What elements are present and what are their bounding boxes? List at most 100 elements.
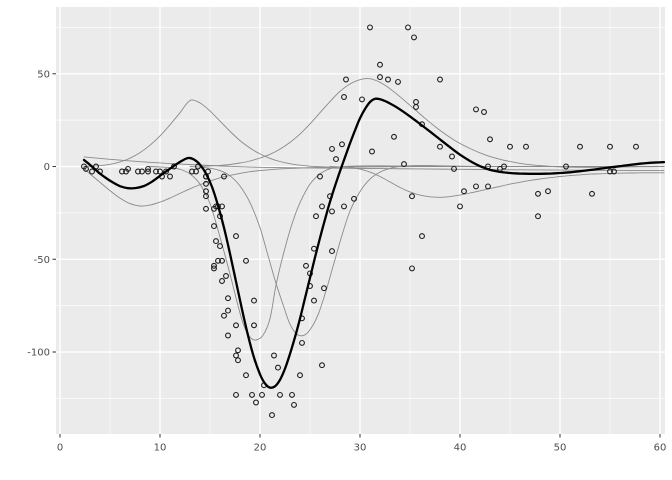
data-point (251, 297, 257, 304)
data-point (233, 233, 239, 240)
data-point (473, 183, 479, 190)
data-point (341, 203, 347, 210)
x-tick-label: 60 (654, 443, 667, 454)
data-point (189, 168, 195, 175)
axes: 0 10 20 30 40 50 60 50 0 -50 -100 (27, 69, 666, 453)
data-point (449, 153, 455, 160)
data-point (535, 213, 541, 220)
data-point (367, 24, 373, 31)
data-point (233, 391, 239, 398)
data-point (157, 168, 163, 175)
data-point (633, 143, 639, 150)
data-point (125, 165, 131, 172)
data-point (409, 193, 415, 200)
x-tick-label: 0 (57, 443, 63, 454)
data-point (249, 391, 255, 398)
data-point (145, 168, 151, 175)
data-point (611, 168, 617, 175)
data-point (203, 180, 209, 187)
data-point (203, 205, 209, 212)
data-point (461, 188, 467, 195)
data-point (163, 168, 169, 175)
data-point (413, 104, 419, 110)
data-point (473, 106, 479, 113)
y-tick-label: -50 (34, 255, 50, 266)
y-tick-label: 0 (44, 162, 50, 173)
data-point (395, 78, 401, 85)
data-point (313, 213, 319, 220)
data-point (607, 143, 613, 150)
data-point (89, 168, 95, 175)
data-point (211, 265, 217, 272)
data-point (219, 203, 225, 210)
data-point (167, 173, 173, 180)
data-point (317, 173, 323, 180)
data-point (333, 156, 339, 163)
data-point (607, 168, 613, 175)
series-layer (81, 24, 666, 419)
data-point (377, 74, 383, 81)
data-point (321, 285, 327, 292)
data-point (303, 262, 309, 269)
data-point (451, 165, 457, 172)
data-point (153, 168, 159, 175)
data-point (329, 145, 335, 152)
data-point (233, 322, 239, 329)
data-point (391, 133, 397, 140)
data-point (225, 307, 231, 314)
data-point (225, 332, 231, 339)
data-point (437, 143, 443, 150)
x-tick-label: 50 (554, 443, 567, 454)
data-point (211, 262, 217, 269)
data-point (311, 297, 317, 304)
data-point (291, 401, 297, 408)
data-point (405, 24, 411, 31)
data-point (269, 412, 275, 419)
data-point (535, 190, 541, 197)
data-point (139, 168, 145, 175)
data-point (251, 322, 257, 329)
data-point (243, 257, 249, 264)
data-point (351, 195, 357, 202)
data-point (297, 372, 303, 379)
data-point (319, 203, 325, 210)
data-point (419, 233, 425, 240)
x-tick-label: 10 (154, 443, 167, 454)
smooth-fit (82, 97, 666, 389)
data-point (401, 161, 407, 168)
data-point (299, 339, 305, 346)
data-point (369, 148, 375, 155)
data-point (437, 76, 443, 83)
data-point (485, 183, 491, 190)
data-point (135, 168, 141, 175)
data-point (339, 141, 345, 148)
data-point (225, 295, 231, 302)
data-point (523, 143, 529, 150)
y-tick-label: -100 (27, 348, 50, 359)
data-point (577, 143, 583, 150)
data-point (589, 190, 595, 197)
scatter-points (81, 24, 639, 419)
data-point (219, 278, 225, 284)
data-point (235, 347, 241, 354)
data-point (377, 61, 383, 68)
data-point (235, 357, 241, 364)
data-point (385, 76, 391, 83)
data-point (193, 168, 199, 175)
data-point (329, 208, 335, 215)
data-point (277, 391, 283, 398)
data-point (411, 34, 417, 41)
data-point (501, 163, 507, 170)
data-point (221, 312, 227, 319)
data-point (119, 168, 125, 175)
data-point (203, 193, 209, 200)
data-point (213, 238, 219, 245)
data-point (341, 94, 347, 100)
data-point (275, 364, 281, 371)
data-point (563, 163, 569, 170)
data-point (481, 109, 487, 115)
data-point (259, 391, 265, 398)
data-point (243, 372, 249, 379)
data-point (319, 362, 325, 369)
